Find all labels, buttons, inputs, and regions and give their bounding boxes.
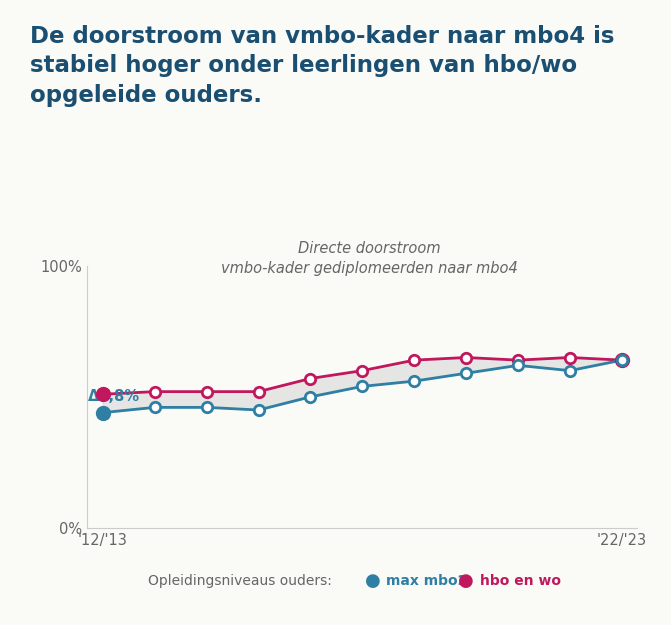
- Text: Directe doorstroom
vmbo-kader gediplomeerden naar mbo4: Directe doorstroom vmbo-kader gediplomee…: [221, 241, 517, 276]
- Text: Opleidingsniveaus ouders:: Opleidingsniveaus ouders:: [148, 574, 331, 588]
- Text: De doorstroom van vmbo-kader naar mbo4 is
stabiel hoger onder leerlingen van hbo: De doorstroom van vmbo-kader naar mbo4 i…: [30, 25, 615, 107]
- Text: ●: ●: [364, 572, 380, 590]
- Text: Δ6,8%: Δ6,8%: [89, 389, 140, 404]
- Text: ●: ●: [458, 572, 474, 590]
- Text: Δ0,2%: Δ0,2%: [0, 624, 1, 625]
- Text: hbo en wo: hbo en wo: [480, 574, 561, 588]
- Text: max mbo2: max mbo2: [386, 574, 467, 588]
